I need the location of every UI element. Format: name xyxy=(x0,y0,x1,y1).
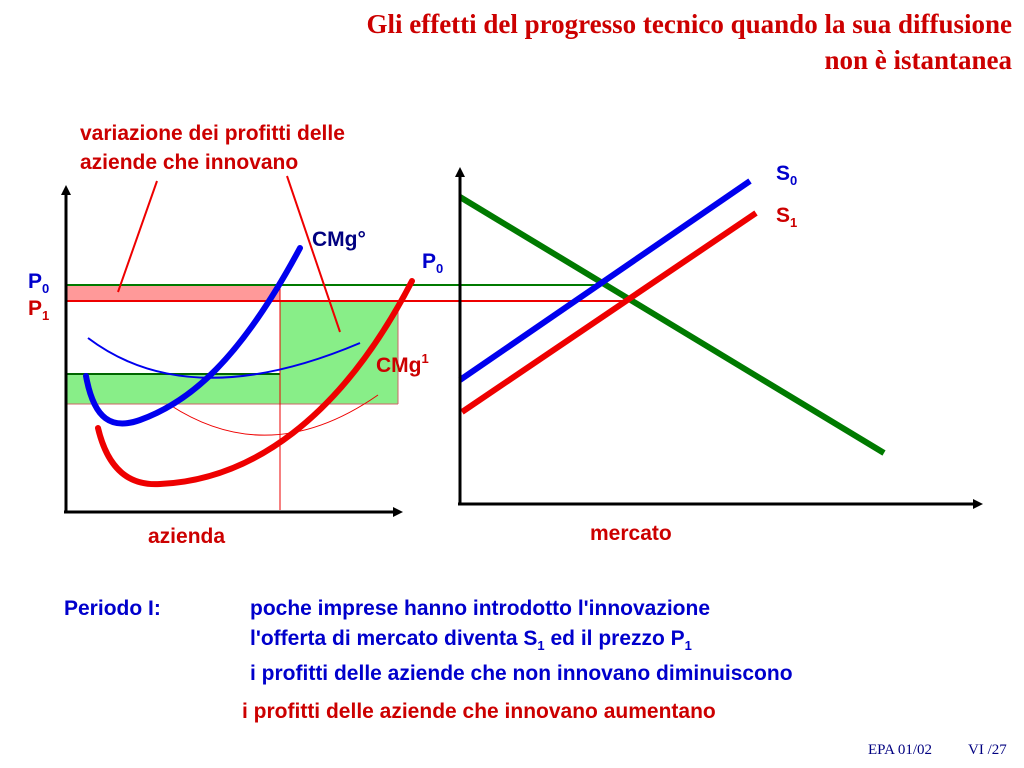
s1-label: S1 xyxy=(776,204,797,230)
title-line-1: Gli effetti del progresso tecnico quando… xyxy=(366,9,1012,39)
footer-course: EPA 01/02 xyxy=(868,742,933,758)
explanation-line-2: l'offerta di mercato diventa S1 ed il pr… xyxy=(250,627,692,654)
cmg-old-curve xyxy=(83,245,303,427)
explanation-line-1: poche imprese hanno introdotto l'innovaz… xyxy=(250,597,711,620)
title-line-2: non è istantanea xyxy=(824,45,1012,75)
period-label: Periodo I: xyxy=(64,597,161,620)
demand-curve xyxy=(458,194,886,456)
footer-page: VI /27 xyxy=(968,742,1007,758)
cmg-old-label: CMg° xyxy=(312,228,366,251)
left-axis-label: azienda xyxy=(148,525,225,548)
p0-label-market: P0 xyxy=(422,250,443,276)
p1-label-left: P1 xyxy=(28,297,49,323)
slide-title: Gli effetti del progresso tecnico quando… xyxy=(112,6,1012,78)
cmg-new-label: CMg1 xyxy=(376,351,429,377)
profit-variation-band xyxy=(66,285,280,301)
annotation-pointer-right xyxy=(286,175,341,333)
right-axis-label: mercato xyxy=(590,522,672,545)
annotation-line-1: variazione dei profitti delle xyxy=(80,122,345,145)
supply-curve-s1 xyxy=(460,210,758,415)
annotation-line-2: aziende che innovano xyxy=(80,151,298,174)
cmg-new-curve xyxy=(95,278,415,488)
p0-label-left: P0 xyxy=(28,270,49,296)
explanation-line-3: i profitti delle aziende che non innovan… xyxy=(250,662,793,685)
supply-curve-s0 xyxy=(458,178,752,383)
annotation-pointer-left xyxy=(117,180,158,293)
average-cost-curve-new xyxy=(169,394,379,436)
explanation-line-4: i profitti delle aziende che innovano au… xyxy=(242,700,716,723)
s0-label: S0 xyxy=(776,162,797,188)
